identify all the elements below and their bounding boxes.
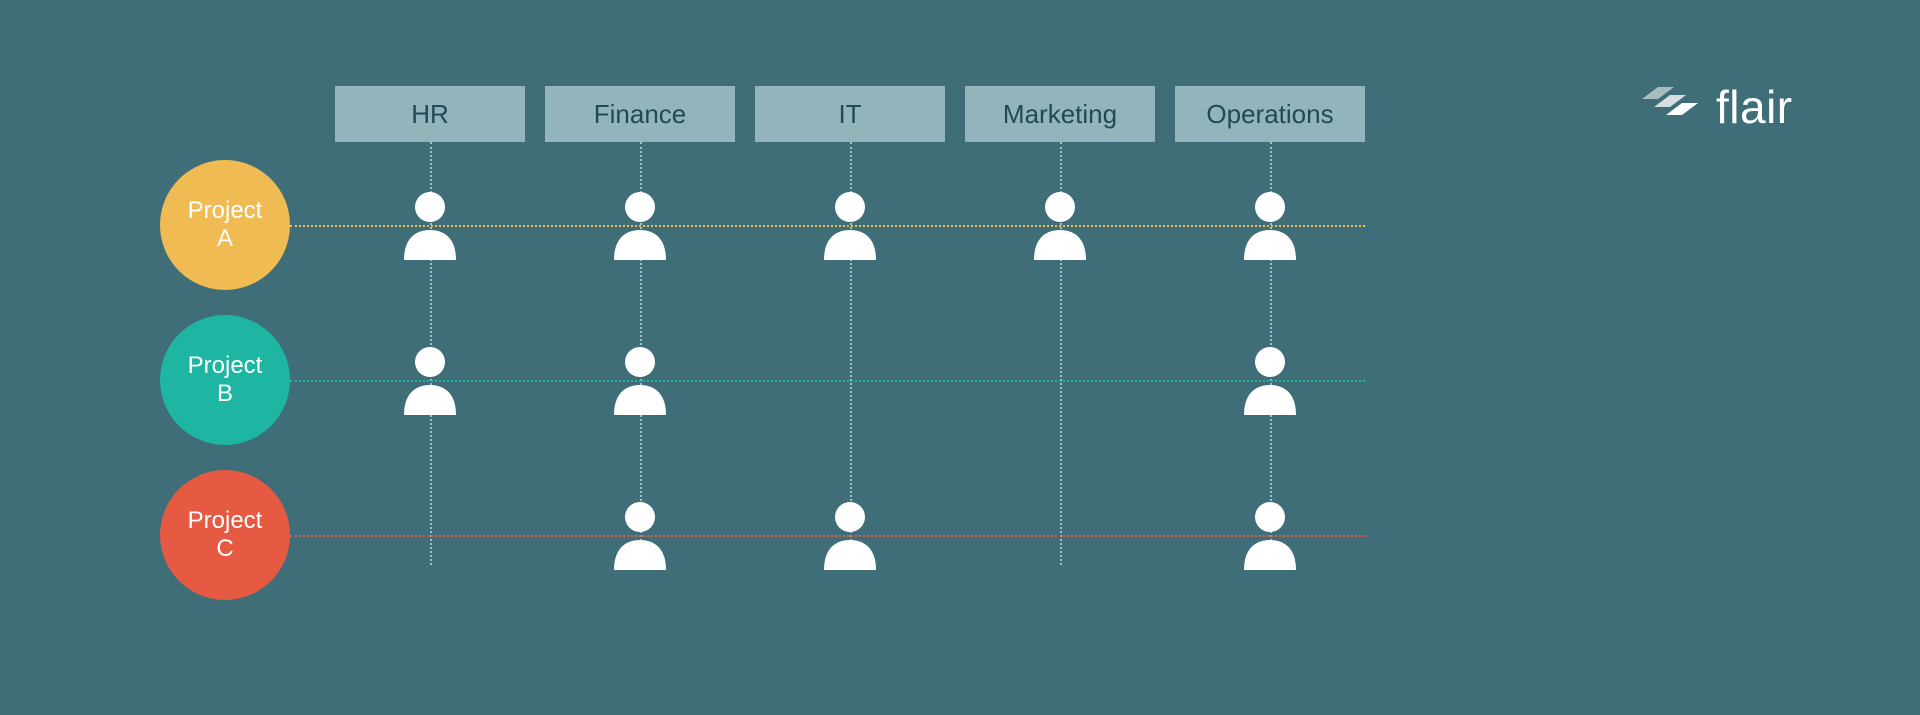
matrix-diagram: HRFinanceITMarketingOperationsProjectAPr…: [0, 0, 1920, 715]
person-icon: [1238, 500, 1302, 570]
project-label-key: B: [217, 380, 233, 408]
department-header: Marketing: [965, 86, 1155, 142]
person-icon: [818, 190, 882, 260]
project-label-prefix: Project: [188, 507, 263, 535]
brand-logo-text: flair: [1716, 80, 1793, 134]
department-label: HR: [411, 99, 449, 130]
project-node: ProjectB: [160, 315, 290, 445]
person-icon: [1238, 190, 1302, 260]
person-icon: [608, 345, 672, 415]
department-label: Operations: [1206, 99, 1333, 130]
project-label-prefix: Project: [188, 197, 263, 225]
person-icon: [1238, 345, 1302, 415]
project-node: ProjectA: [160, 160, 290, 290]
department-header: Finance: [545, 86, 735, 142]
person-icon: [1028, 190, 1092, 260]
department-header: IT: [755, 86, 945, 142]
department-label: Marketing: [1003, 99, 1117, 130]
department-label: Finance: [594, 99, 687, 130]
project-node: ProjectC: [160, 470, 290, 600]
project-label-prefix: Project: [188, 352, 263, 380]
department-label: IT: [838, 99, 861, 130]
person-icon: [608, 190, 672, 260]
project-label-key: A: [217, 225, 233, 253]
department-header: Operations: [1175, 86, 1365, 142]
person-icon: [398, 190, 462, 260]
brand-logo: flair: [1640, 80, 1793, 134]
department-header: HR: [335, 86, 525, 142]
project-label-key: C: [216, 535, 233, 563]
person-icon: [608, 500, 672, 570]
person-icon: [398, 345, 462, 415]
person-icon: [818, 500, 882, 570]
flair-logo-icon: [1640, 85, 1702, 130]
